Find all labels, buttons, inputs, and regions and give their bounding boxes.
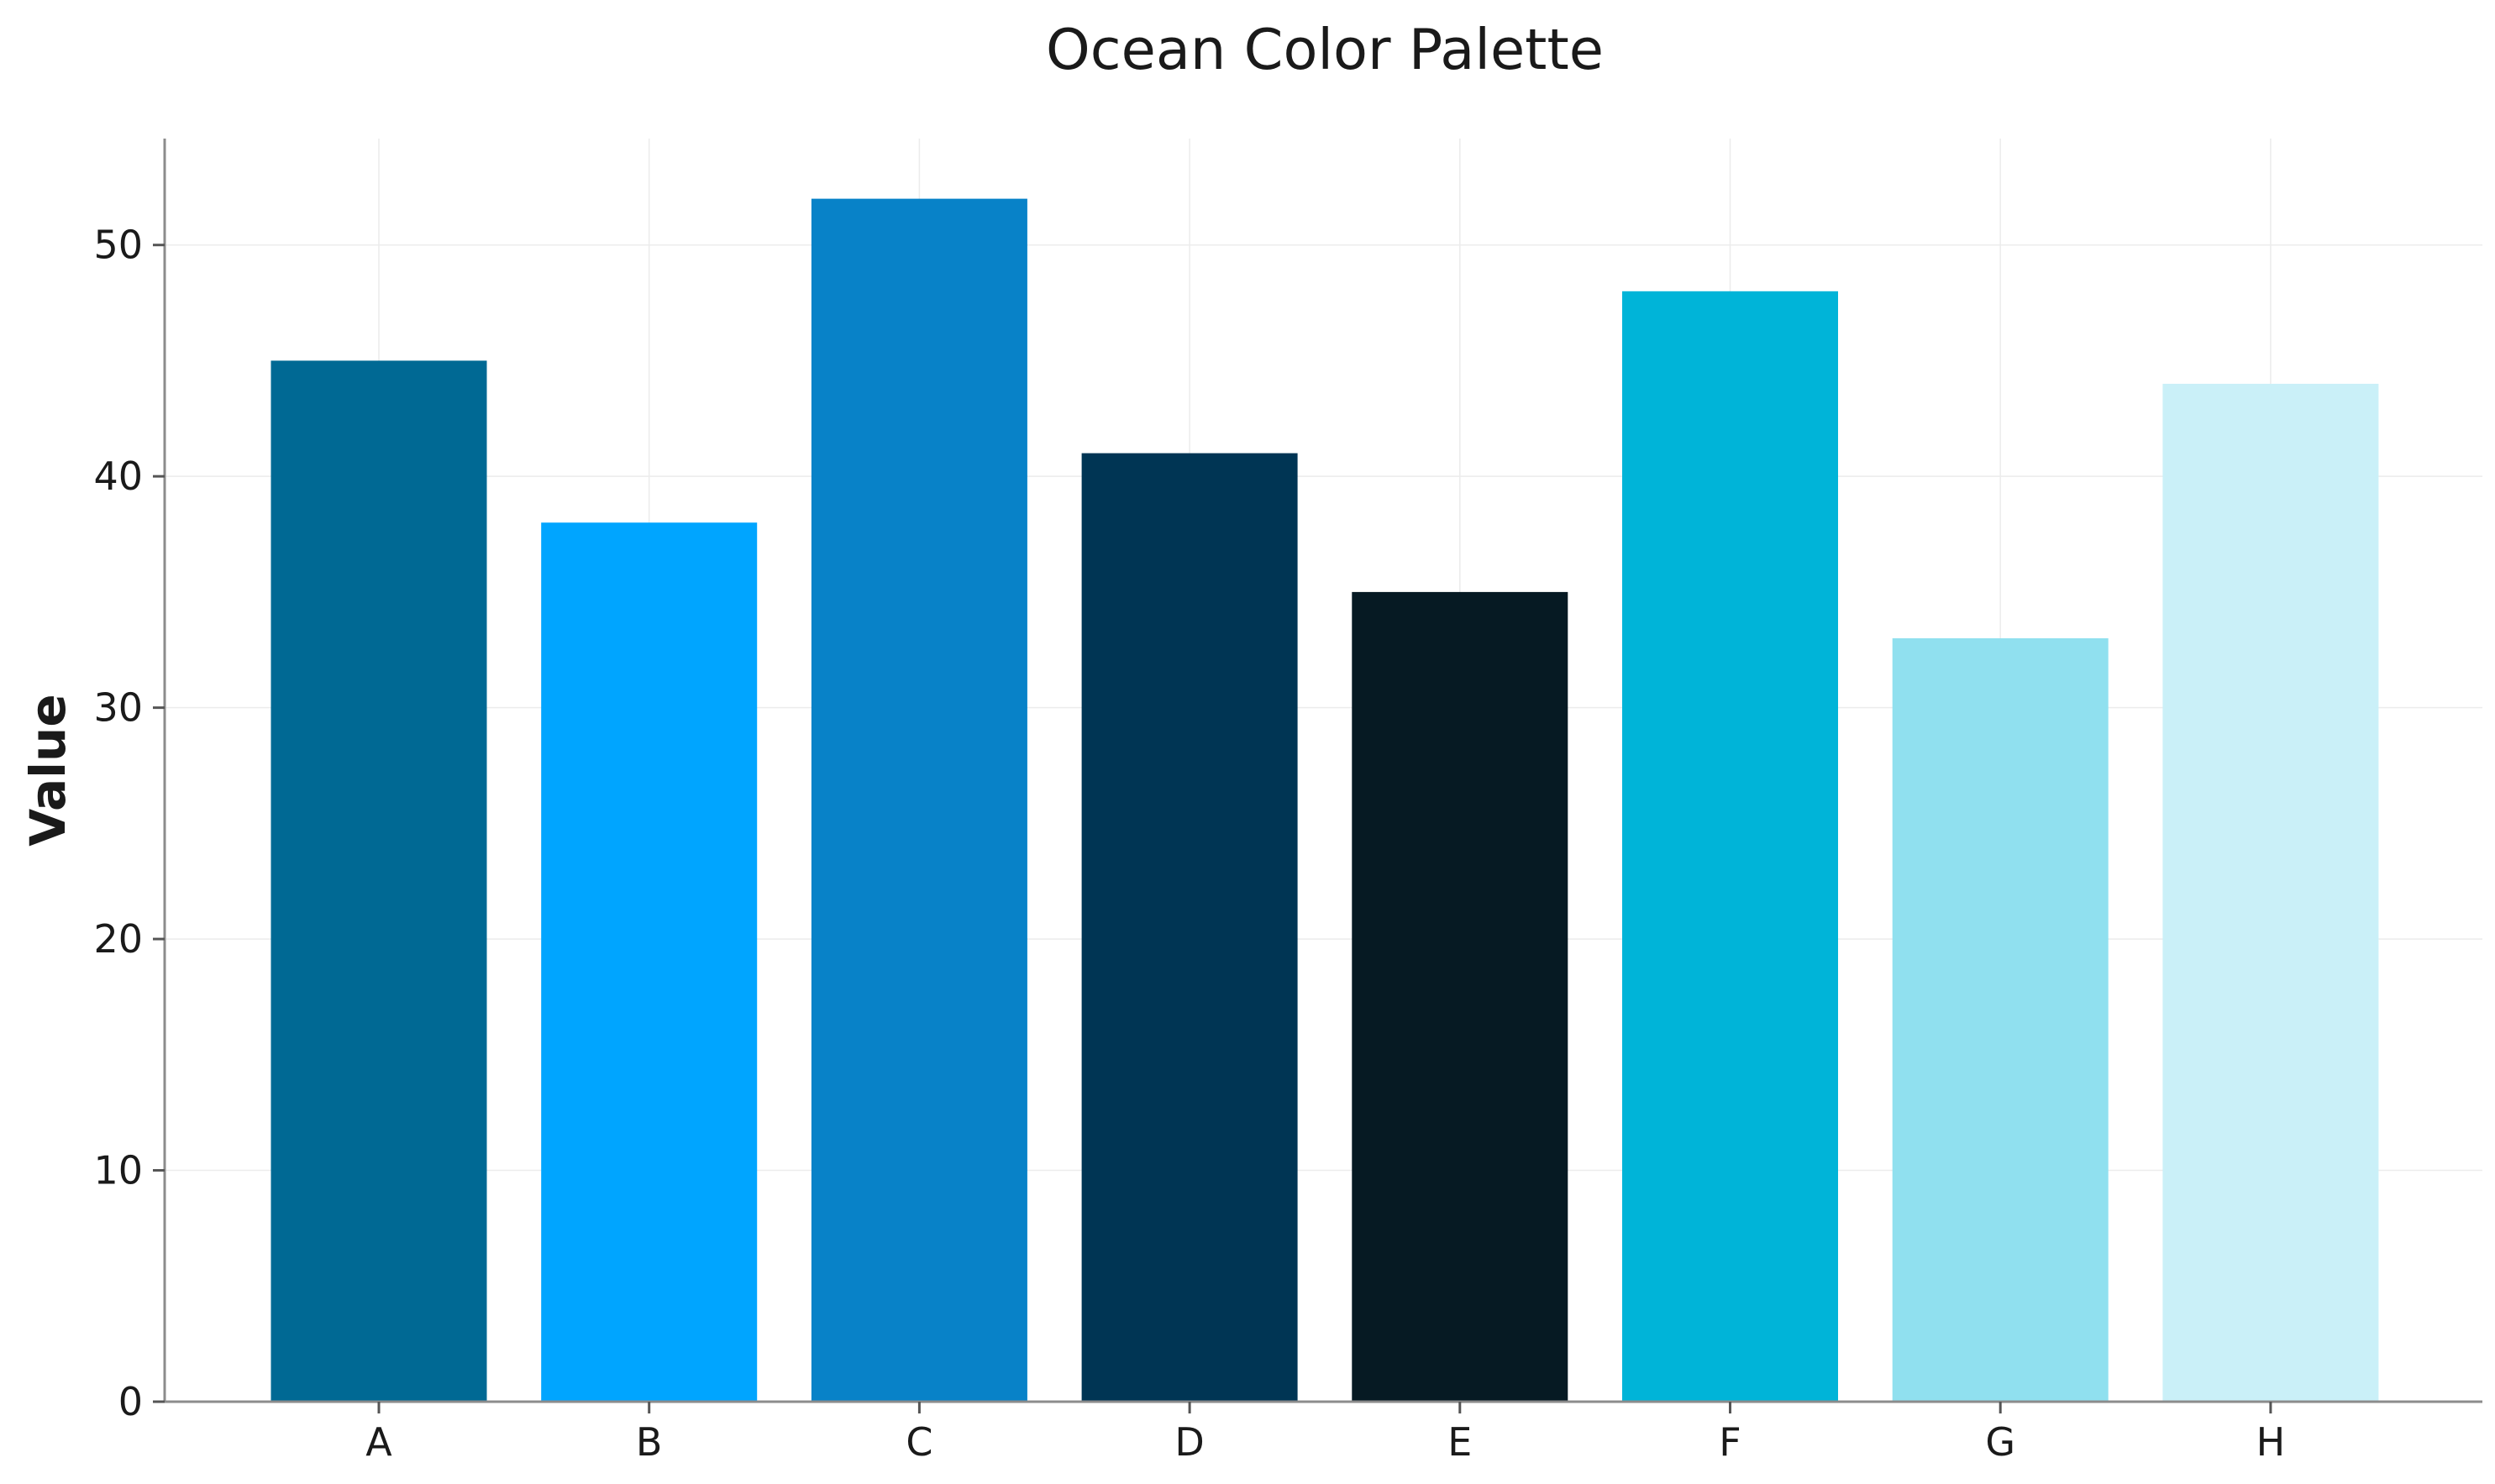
bar-f <box>1622 291 1838 1402</box>
x-axis-ticks: A B C D E F G H <box>365 1402 2285 1465</box>
y-tick-label: 0 <box>118 1379 143 1424</box>
x-tick-label: F <box>1719 1419 1741 1465</box>
y-tick-label: 10 <box>93 1148 143 1193</box>
x-tick-label: G <box>1985 1419 2015 1465</box>
chart-title: Ocean Color Palette <box>1046 17 1604 82</box>
bar-c <box>811 198 1027 1403</box>
y-tick-label: 40 <box>93 454 143 499</box>
y-axis-ticks: 0 10 20 30 40 50 <box>93 223 165 1424</box>
x-tick-label: B <box>636 1419 663 1465</box>
y-tick-label: 20 <box>93 916 143 962</box>
y-tick-label: 50 <box>93 223 143 268</box>
x-tick-label: C <box>906 1419 932 1465</box>
x-tick-label: H <box>2256 1419 2286 1465</box>
bar-h <box>2162 383 2379 1402</box>
bar-e <box>1352 591 1568 1402</box>
x-tick-label: A <box>365 1419 392 1465</box>
bar-g <box>1892 637 2109 1402</box>
y-tick-label: 30 <box>93 685 143 731</box>
bars <box>271 198 2379 1403</box>
bar-d <box>1081 453 1298 1402</box>
y-axis-label: Value <box>19 694 76 846</box>
grid-lines <box>165 139 2482 1403</box>
bar-a <box>271 360 487 1402</box>
bar-b <box>541 522 758 1403</box>
x-tick-label: D <box>1174 1419 1204 1465</box>
x-tick-label: E <box>1447 1419 1472 1465</box>
